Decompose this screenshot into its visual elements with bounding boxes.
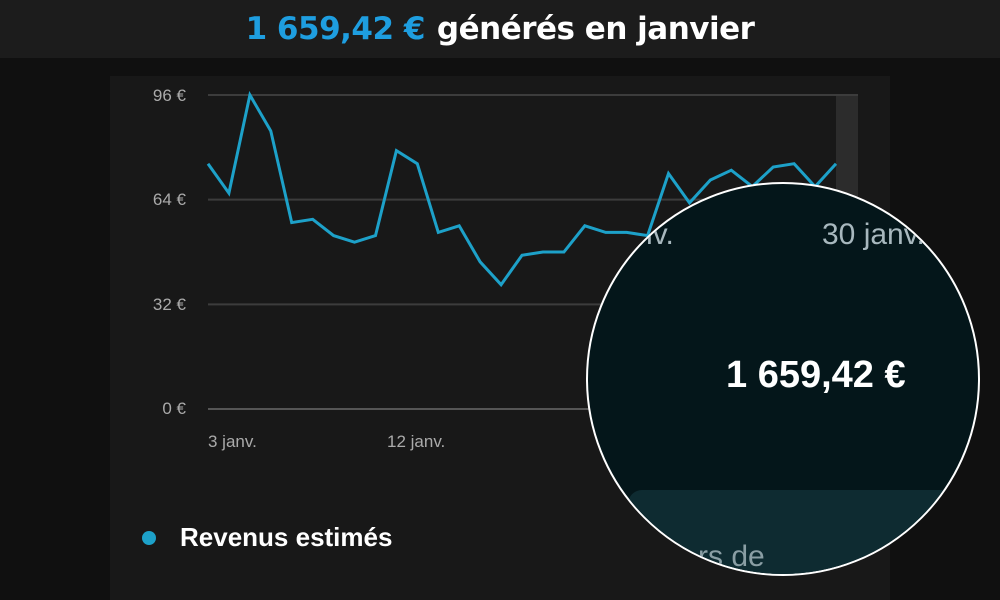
zoom-magnifier: nv. 30 janv. 1 659,42 € rs de [586,182,980,576]
magnified-x-tick-label: 30 janv. [822,218,925,251]
headline-amount: 1 659,42 € [245,11,426,47]
legend-label: Revenus estimés [180,522,393,552]
magnified-total-value: 1 659,42 € [726,354,906,396]
y-tick-label: 64 € [152,190,186,209]
x-tick-label: 12 janv. [387,432,446,451]
revenue-series-line [206,90,838,288]
magnified-x-tick-label: nv. [636,218,674,251]
legend-dot-icon [142,530,156,545]
headline: 1 659,42 € générés en janvier [0,0,1000,58]
headline-text: générés en janvier [436,11,755,47]
y-tick-label: 0 € [162,399,186,418]
y-tick-label: 32 € [152,295,186,314]
x-tick-label: 3 janv. [208,432,257,451]
magnified-partial-text: rs de [698,540,765,573]
chart-legend: Revenus estimés [142,522,392,553]
magnified-button-bar [628,490,978,574]
y-tick-label: 96 € [152,86,186,105]
